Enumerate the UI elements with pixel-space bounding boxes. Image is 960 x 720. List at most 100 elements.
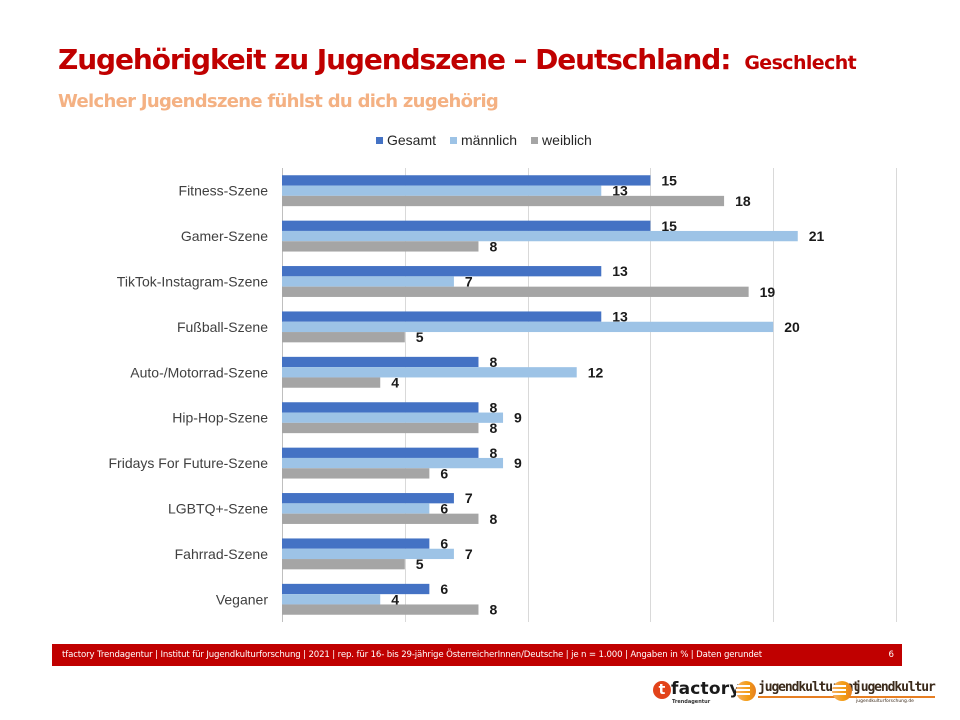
category-label: Fitness-Szene (179, 183, 269, 199)
bar-mnnlich (282, 230, 798, 242)
data-label: 15 (661, 172, 677, 188)
jugendkultur-de-logo: jugendkultur jugendkulturforschung.de (832, 677, 936, 709)
data-label: 8 (489, 511, 497, 527)
data-label: 4 (391, 375, 399, 391)
category-label: LGBTQ+-Szene (168, 501, 268, 517)
data-label: 19 (760, 284, 776, 300)
bar-weiblich (282, 377, 381, 388)
data-label: 15 (661, 218, 677, 234)
data-label: 6 (440, 465, 448, 481)
data-label: 9 (514, 410, 522, 426)
data-label: 21 (809, 228, 825, 244)
category-label: Auto-/Motorrad-Szene (130, 364, 268, 380)
bar-mnnlich (282, 185, 602, 196)
data-label: 13 (612, 309, 628, 325)
bar-gesamt (282, 493, 454, 504)
legend-label-maennlich: männlich (461, 132, 518, 148)
data-label: 6 (440, 536, 448, 552)
category-label: TikTok-Instagram-Szene (117, 274, 268, 290)
category-label: Fußball-Szene (177, 319, 268, 335)
tfactory-logo-name: factory (671, 679, 741, 699)
bar-gesamt (282, 220, 651, 231)
category-label: Fridays For Future-Szene (109, 455, 269, 471)
bar-gesamt (282, 175, 651, 186)
footer-bar: tfactory Trendagentur | Institut für Jug… (52, 644, 902, 666)
data-label: 9 (514, 455, 522, 471)
bar-weiblich (282, 286, 749, 297)
bar-weiblich (282, 195, 725, 207)
data-label: 8 (489, 602, 497, 618)
bar-weiblich (282, 559, 405, 570)
data-label: 18 (735, 193, 751, 209)
legend-item-gesamt: Gesamt (376, 132, 436, 148)
category-label: Veganer (216, 591, 268, 607)
data-label: 20 (784, 319, 800, 335)
bar-gesamt (282, 447, 479, 458)
data-label: 4 (391, 591, 399, 607)
bar-gesamt (282, 402, 479, 413)
jugendkultur-de-logo-tagline: jugendkulturforschung.de (856, 699, 914, 704)
data-label: 7 (465, 274, 473, 290)
category-label: Hip-Hop-Szene (172, 410, 268, 426)
data-label: 13 (612, 183, 628, 199)
bar-weiblich (282, 332, 405, 343)
title-main: Zugehörigkeit zu Jugendszene – Deutschla… (58, 43, 731, 76)
data-label: 8 (489, 399, 497, 415)
data-label: 8 (489, 420, 497, 436)
footer-text: tfactory Trendagentur | Institut für Jug… (62, 650, 763, 660)
bar-gesamt (282, 356, 479, 368)
category-labels: Fitness-Szene Gamer-Szene TikTok-Instagram… (109, 183, 269, 608)
legend-swatch-weiblich (531, 136, 539, 144)
slide-title: Zugehörigkeit zu Jugendszene – Deutschla… (58, 40, 857, 83)
data-label: 7 (465, 546, 473, 562)
title-suffix: Geschlecht (744, 52, 857, 74)
bar-weiblich (282, 604, 479, 615)
bar-weiblich (282, 422, 479, 434)
data-label: 8 (489, 354, 497, 370)
legend-swatch-maennlich (450, 136, 458, 144)
data-label: 6 (440, 581, 448, 597)
sun-icon (832, 681, 852, 701)
tfactory-logo-tagline: Trendagentur (672, 699, 711, 705)
tfactory-logo-icon: t (653, 681, 671, 699)
logo-row: t factory Trendagentur jugendkultur.at j… (650, 677, 936, 709)
bar-gesamt (282, 311, 602, 322)
legend-swatch-gesamt (376, 136, 383, 144)
data-label: 8 (489, 238, 497, 254)
bar-weiblich (282, 513, 479, 524)
bars (282, 175, 798, 615)
chart-legend: Gesamt männlich weiblich (376, 131, 606, 149)
data-label: 12 (588, 364, 604, 380)
bar-gesamt (282, 538, 430, 549)
category-label: Gamer-Szene (181, 228, 268, 244)
bar-mnnlich (282, 412, 504, 423)
data-label: 6 (440, 501, 448, 517)
data-label: 7 (465, 490, 473, 506)
legend-label-weiblich: weiblich (542, 132, 592, 148)
bar-mnnlich (282, 457, 504, 469)
bar-gesamt (282, 583, 430, 595)
data-label: 5 (416, 329, 424, 345)
jugendkultur-at-logo: jugendkultur.at (736, 677, 860, 709)
bar-weiblich (282, 468, 430, 479)
bar-mnnlich (282, 548, 454, 560)
category-label: Fahrrad-Szene (175, 546, 269, 562)
bar-mnnlich (282, 276, 454, 287)
data-label: 13 (612, 263, 628, 279)
data-label: 5 (416, 556, 424, 572)
bar-gesamt (282, 266, 602, 277)
legend-item-maennlich: männlich (450, 132, 517, 148)
bar-chart: Fitness-Szene Gamer-Szene TikTok-Instagram… (109, 168, 897, 622)
bar-mnnlich (282, 321, 774, 333)
bar-mnnlich (282, 594, 381, 605)
page-number: 6 (888, 650, 894, 660)
sun-icon (736, 681, 756, 701)
data-label: 8 (489, 445, 497, 461)
legend-item-weiblich: weiblich (531, 132, 592, 148)
jugendkultur-de-logo-name: jugendkultur (854, 680, 936, 698)
legend-label-gesamt: Gesamt (387, 132, 437, 148)
tfactory-logo: t factory Trendagentur (650, 677, 740, 709)
bar-weiblich (282, 241, 479, 252)
bar-mnnlich (282, 367, 577, 378)
